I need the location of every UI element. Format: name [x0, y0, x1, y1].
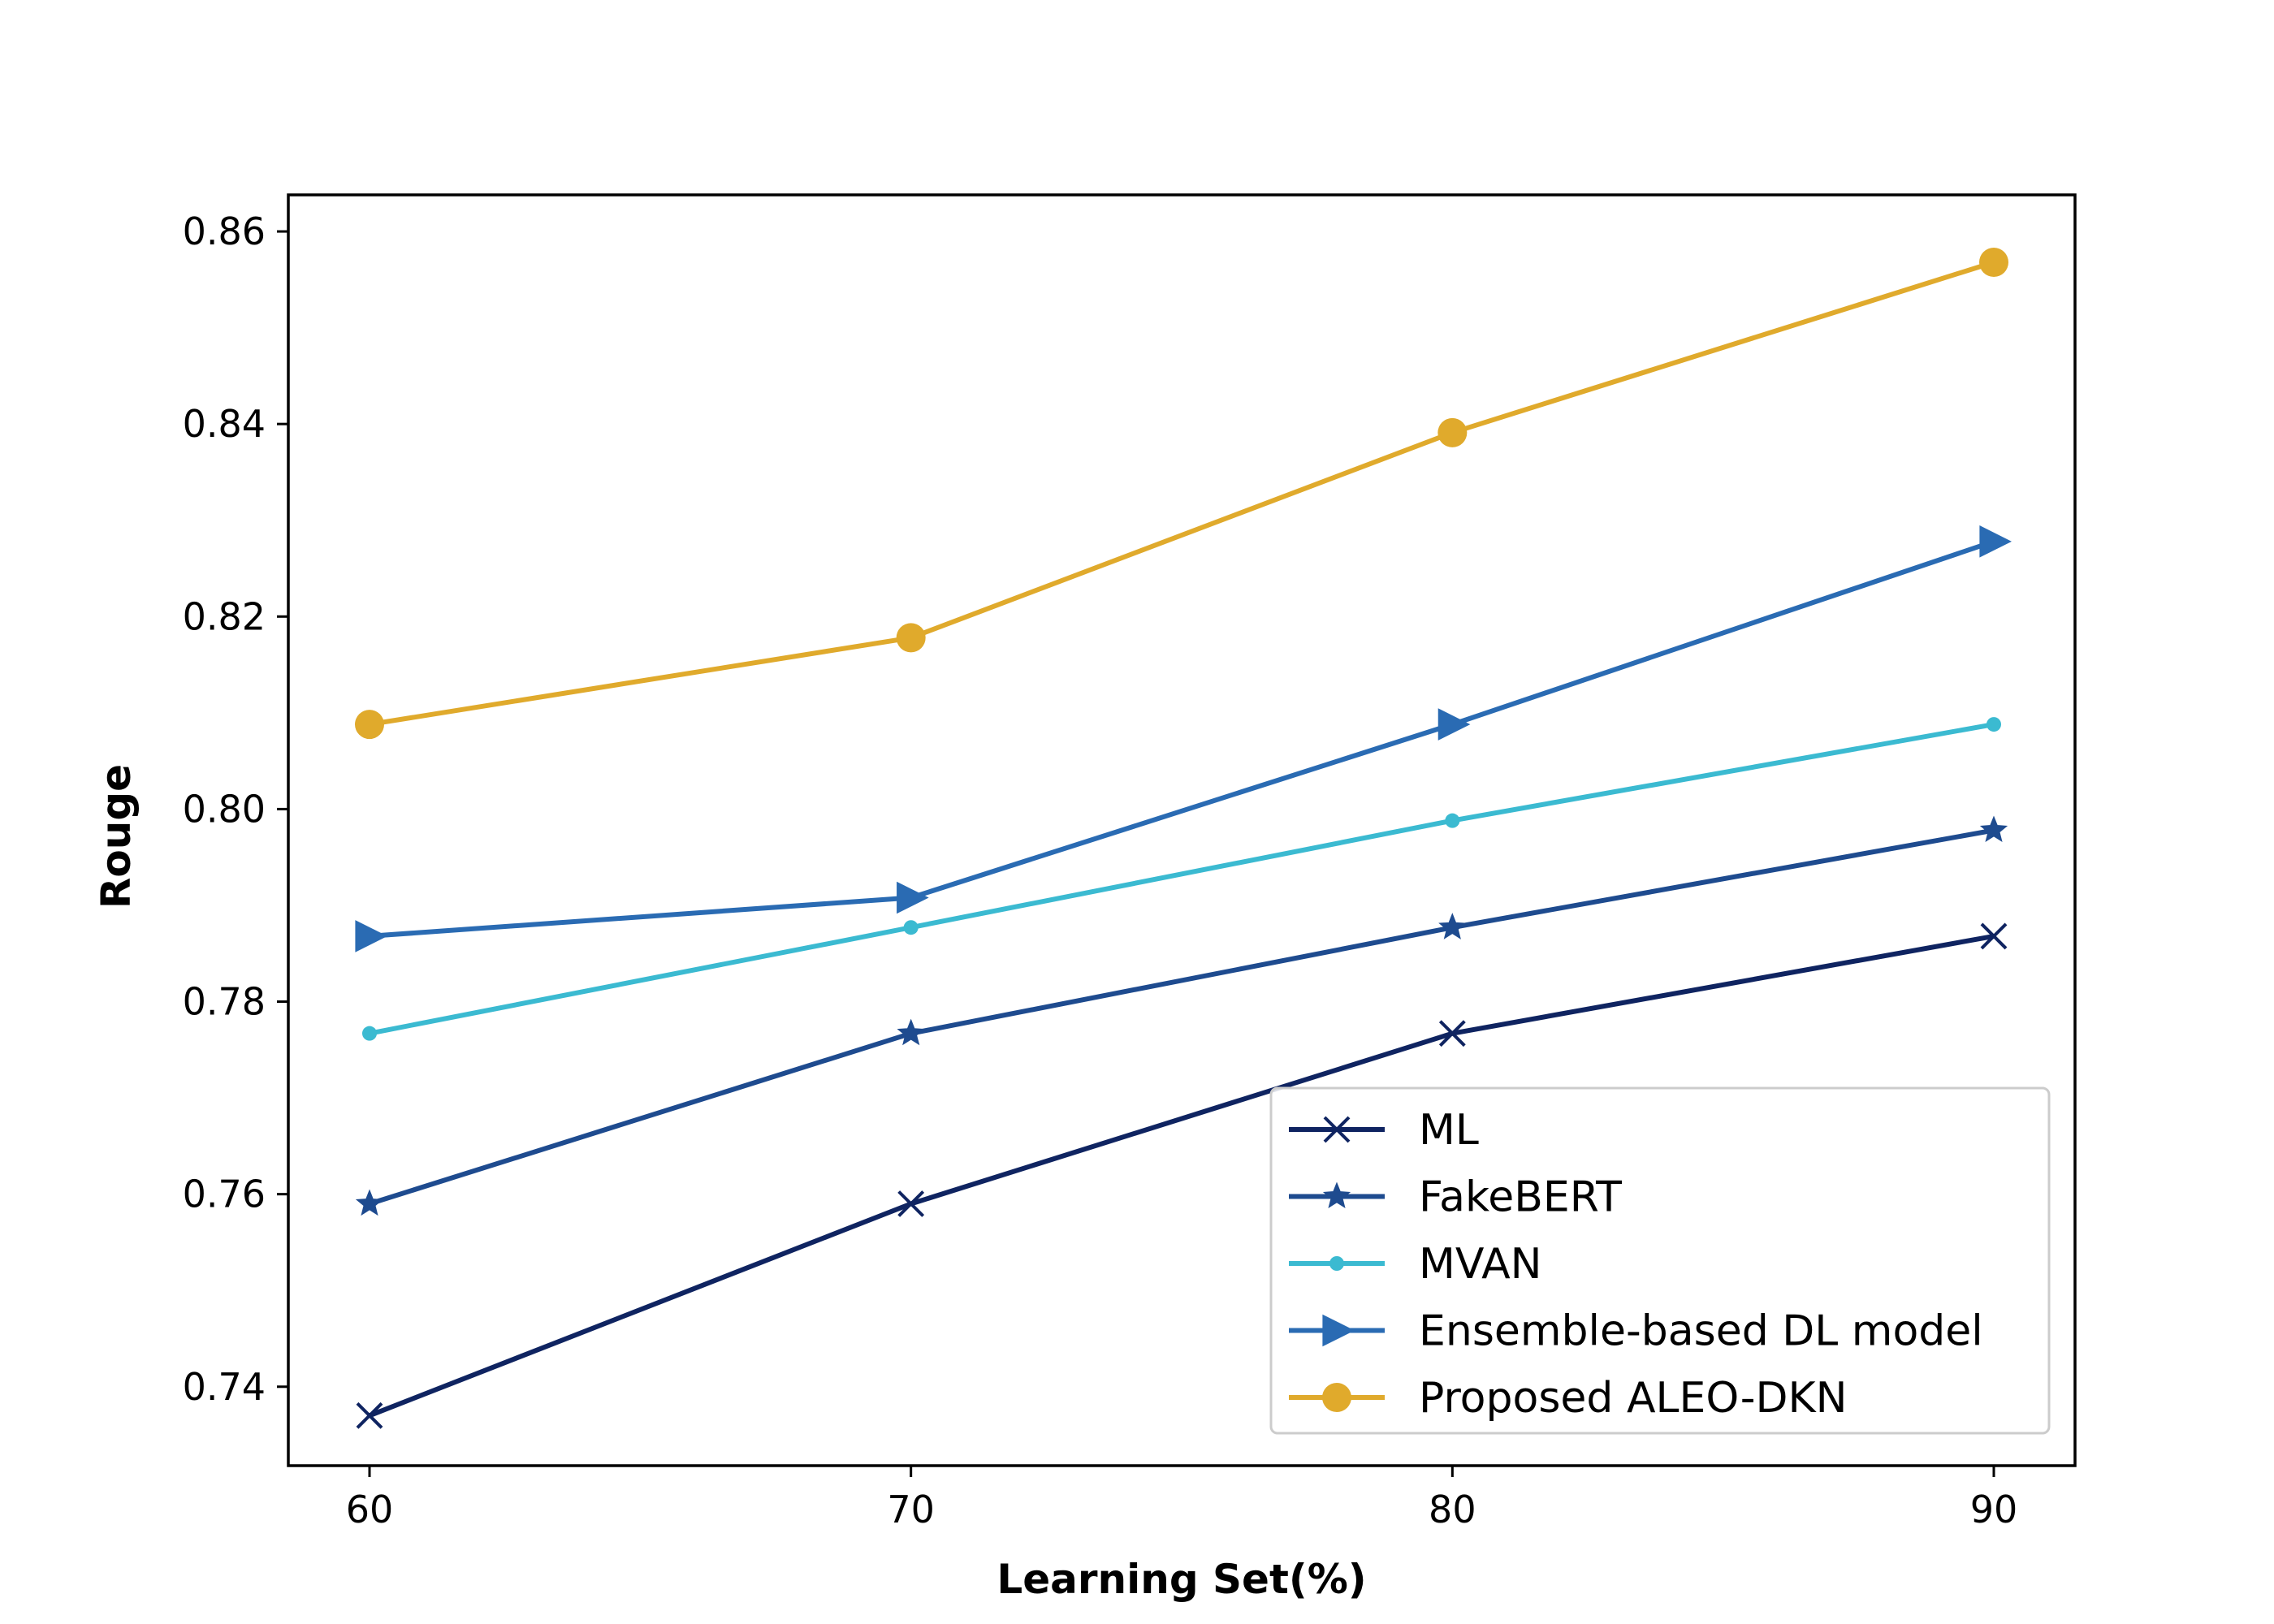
data-point — [1438, 913, 1467, 939]
data-point — [362, 1026, 377, 1041]
y-axis-label: Rouge — [93, 764, 140, 909]
data-point — [1987, 717, 2001, 732]
x-tick-label: 70 — [887, 1488, 935, 1531]
data-point — [1438, 1020, 1466, 1047]
series-proposed-aleo-dkn — [355, 247, 2008, 740]
legend-marker — [1323, 1116, 1351, 1143]
series-line — [369, 538, 1995, 939]
data-point — [1445, 813, 1460, 828]
data-point — [903, 920, 919, 935]
legend-marker — [1322, 1383, 1351, 1412]
legend-entry: Proposed ALEO-DKN — [1289, 1374, 1848, 1423]
data-point — [897, 1018, 925, 1046]
legend: ML FakeBERT MVAN Ensemble-based DL model Pro… — [1269, 1086, 2051, 1435]
y-tick-label: 0.78 — [183, 980, 266, 1024]
data-point — [896, 623, 926, 653]
legend-label: ML — [1419, 1106, 1479, 1155]
legend-entry: MVAN — [1289, 1240, 1542, 1289]
data-point — [897, 881, 929, 914]
legend-marker — [1329, 1256, 1344, 1271]
series-ensemble-based-dl-model — [355, 525, 2012, 952]
data-point — [897, 1190, 925, 1217]
y-tick-label: 0.76 — [183, 1173, 266, 1216]
legend-label: MVAN — [1419, 1240, 1542, 1289]
series-mvan — [362, 717, 2001, 1041]
y-tick-label: 0.80 — [183, 787, 266, 831]
data-point — [356, 1402, 383, 1429]
x-tick-label: 60 — [346, 1488, 394, 1531]
x-axis-label: Learning Set(%) — [996, 1556, 1366, 1603]
data-point — [355, 920, 387, 952]
legend-entry: FakeBERT — [1289, 1173, 1622, 1222]
legend-label: Proposed ALEO-DKN — [1419, 1374, 1848, 1423]
x-tick-label: 80 — [1429, 1488, 1476, 1531]
plot-layer — [355, 247, 2012, 1429]
data-point — [1979, 815, 2008, 843]
y-tick-label: 0.82 — [183, 594, 266, 638]
data-point — [355, 1189, 384, 1216]
axis-layer: 60 70 80 90 0.74 0.76 0.78 0.80 0.82 0.84 0.86 — [183, 209, 2018, 1531]
series-line — [369, 722, 1995, 1036]
series-ml — [356, 922, 2008, 1429]
legend-marker — [1322, 1314, 1355, 1347]
legend-entry: ML — [1289, 1106, 1479, 1155]
series-line — [369, 827, 1995, 1207]
y-tick-label: 0.74 — [183, 1365, 266, 1409]
legend-label: Ensemble-based DL model — [1419, 1307, 1983, 1356]
y-tick-label: 0.86 — [183, 209, 266, 253]
data-point — [1980, 922, 2008, 950]
legend-label: FakeBERT — [1419, 1173, 1622, 1222]
x-tick-label: 90 — [1970, 1488, 2018, 1531]
data-point — [1979, 247, 2008, 277]
data-point — [355, 710, 384, 740]
plot-frame — [287, 193, 2077, 1467]
data-point — [1437, 417, 1468, 447]
legend-box — [1269, 1086, 2051, 1435]
series-line — [369, 260, 1995, 728]
legend-marker — [1322, 1181, 1351, 1209]
legend-entry: Ensemble-based DL model — [1289, 1307, 1983, 1356]
y-tick-label: 0.84 — [183, 402, 266, 446]
series-line — [368, 933, 1995, 1419]
data-point — [1437, 708, 1471, 741]
series-fakebert — [355, 815, 2008, 1216]
data-point — [1979, 525, 2012, 558]
